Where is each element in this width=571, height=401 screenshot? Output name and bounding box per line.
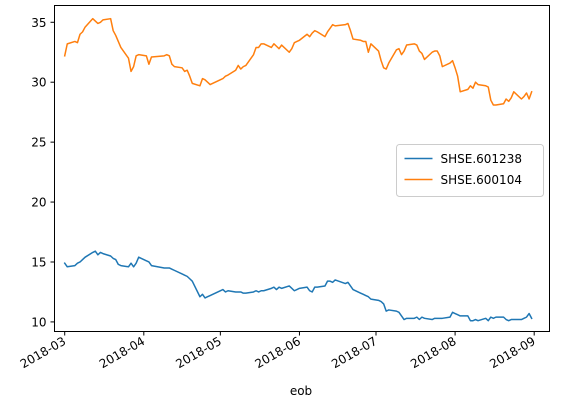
y-tick-label: 30 <box>31 76 46 90</box>
plot-layer <box>63 17 533 322</box>
y-tick-label: 35 <box>31 16 46 30</box>
y-tick-label: 15 <box>31 255 46 269</box>
legend-label: SHSE.600104 <box>441 173 522 187</box>
legend: SHSE.601238 SHSE.600104 <box>396 144 544 197</box>
legend-box <box>396 144 544 197</box>
x-axis-title: eob <box>290 384 312 398</box>
series-line-shse-600104 <box>63 17 533 106</box>
series-line-shse-601238 <box>63 250 533 322</box>
legend-label: SHSE.601238 <box>441 152 522 166</box>
y-tick-label: 25 <box>31 136 46 150</box>
plot-frame <box>54 5 550 332</box>
y-tick-label: 20 <box>31 196 46 210</box>
y-tick-label: 10 <box>31 315 46 329</box>
